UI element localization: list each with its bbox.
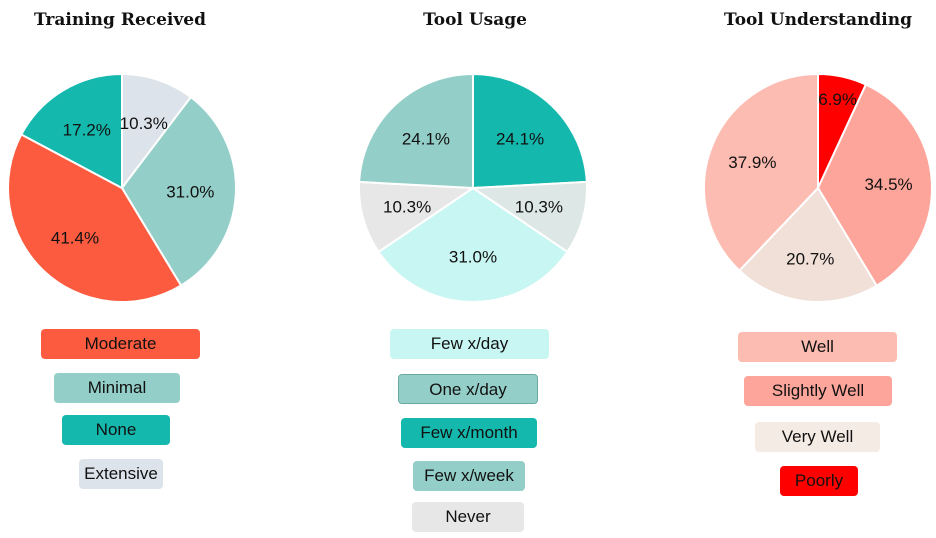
pie-slice-none: [20, 72, 123, 190]
chart-title: Tool Understanding: [724, 10, 912, 30]
data-label-never: 10.3%: [515, 197, 563, 216]
pie-slice-moderate: [7, 133, 183, 303]
pie-slice-well: [703, 72, 819, 273]
data-label-very-well: 20.7%: [786, 249, 834, 268]
data-label-moderate: 41.4%: [51, 229, 99, 248]
legend-item-minimal: Minimal: [54, 373, 180, 403]
chart-title: Tool Usage: [423, 10, 527, 30]
legend-item-very-well: Very Well: [755, 422, 880, 452]
data-label-few-x-month: 24.1%: [496, 129, 544, 148]
data-label-few-x-day: 31.0%: [449, 247, 497, 266]
pie-slice-few-x-day: [377, 186, 569, 303]
data-label-minimal: 31.0%: [166, 183, 214, 202]
data-label-poorly: 6.9%: [818, 90, 857, 109]
pie-slice-few-x-month: [472, 72, 588, 190]
pie-slice-never: [469, 180, 588, 254]
pie-chart-tool-understanding: 6.9% 34.5% 20.7% 37.9%: [703, 72, 933, 303]
legend-item-slightly-well: Slightly Well: [744, 376, 892, 406]
chart-panel-tool-understanding: Tool Understanding 6.9% 34.5% 20.7% 37.9% W…: [700, 0, 936, 538]
chart-panel-training: Training Received 10.3% 31.0% 41.4% 17.2% M…: [0, 0, 240, 538]
data-label-well: 37.9%: [728, 153, 776, 172]
pie-slice-very-well: [738, 186, 879, 303]
legend-item-extensive: Extensive: [79, 459, 163, 489]
legend-item-moderate: Moderate: [41, 329, 200, 359]
legend-item-few-x-month: Few x/month: [401, 418, 537, 448]
legend-item-one-x-day: One x/day: [398, 374, 538, 404]
data-label-extensive: 10.3%: [120, 114, 168, 133]
legend-item-none: None: [62, 415, 170, 445]
legend-item-never: Never: [412, 502, 524, 532]
data-label-one-x-day: 24.1%: [402, 129, 450, 148]
legend-item-few-x-week: Few x/week: [413, 461, 525, 491]
legend-item-poorly: Poorly: [780, 466, 858, 496]
pie-slice-one-x-day: [358, 72, 474, 190]
data-label-few-x-week: 10.3%: [383, 197, 431, 216]
legend-item-well: Well: [738, 332, 897, 362]
chart-panel-tool-usage: Tool Usage 24.1% 10.3% 31.0% 10.3% 24.1% Few…: [345, 0, 605, 538]
pie-chart-tool-usage: 24.1% 10.3% 31.0% 10.3% 24.1%: [358, 72, 588, 303]
pie-slice-minimal: [120, 95, 237, 287]
data-label-none: 17.2%: [63, 120, 111, 139]
legend-item-few-x-day: Few x/day: [390, 329, 549, 359]
data-label-slightly-well: 34.5%: [864, 175, 912, 194]
chart-title: Training Received: [34, 10, 206, 30]
pie-slice-few-x-week: [358, 180, 477, 254]
pie-chart-training: 10.3% 31.0% 41.4% 17.2%: [7, 72, 237, 303]
pie-slice-extensive: [121, 72, 193, 191]
